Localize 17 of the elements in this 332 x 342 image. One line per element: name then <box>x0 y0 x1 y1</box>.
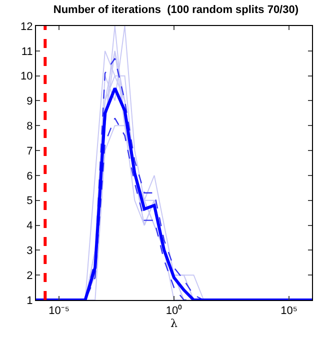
y-tick-label: 4 <box>26 220 33 232</box>
y-tick-label: 9 <box>26 96 33 108</box>
x-tick-label: 10⁰ <box>166 304 182 318</box>
x-tick-label: 10⁵ <box>280 305 298 318</box>
y-tick-label: 1 <box>26 294 33 307</box>
y-tick-label: 6 <box>26 170 33 182</box>
y-tick-label: 10 <box>20 70 33 83</box>
y-tick-label: 8 <box>26 120 33 132</box>
chart-title: Number of iterations (100 random splits 70/30) <box>53 4 299 16</box>
y-tick-label: 3 <box>26 245 33 258</box>
y-tick-label: 7 <box>26 145 33 158</box>
x-axis-title: λ <box>170 317 178 330</box>
y-tick-label: 11 <box>21 46 33 58</box>
y-tick-label: 12 <box>20 20 33 33</box>
y-tick-label: 2 <box>26 270 33 282</box>
x-tick-label: 10⁻⁵ <box>48 305 70 318</box>
y-tick-label: 5 <box>26 195 33 208</box>
